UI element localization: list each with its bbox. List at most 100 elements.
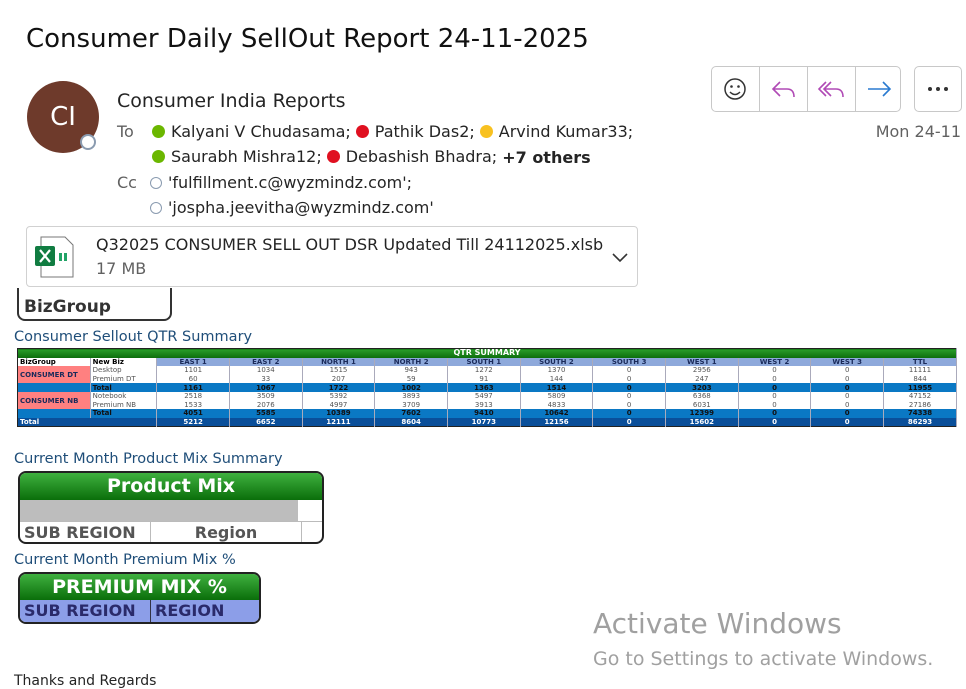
cell: 10642 xyxy=(520,409,594,418)
row-label: Notebook xyxy=(90,391,158,401)
row-label: Desktop xyxy=(90,366,158,375)
to-recipient[interactable]: Arvind Kumar33; xyxy=(479,122,633,141)
cell: 0 xyxy=(738,391,812,401)
cc-label: Cc xyxy=(117,173,137,192)
recipient-name: Saurabh Mishra12; xyxy=(171,147,322,166)
cell: 8604 xyxy=(374,417,448,427)
recipient-name: Kalyani V Chudasama; xyxy=(171,122,351,141)
cell: 91 xyxy=(447,374,521,384)
more-button[interactable] xyxy=(914,66,962,112)
cell: 3913 xyxy=(447,400,521,410)
presence xyxy=(326,150,340,163)
column-header: NORTH 1 xyxy=(302,357,376,367)
cell: 1370 xyxy=(520,366,594,375)
presence xyxy=(479,125,493,138)
to-recipient[interactable]: Saurabh Mishra12; xyxy=(152,147,322,166)
cell: 27186 xyxy=(883,400,957,410)
cc-address: 'jospha.jeevitha@wyzmindz.com' xyxy=(168,198,434,217)
icon xyxy=(817,81,844,98)
column-header: SOUTH 1 xyxy=(447,357,521,367)
attachment[interactable] xyxy=(26,226,638,287)
row-label: Total xyxy=(90,409,158,418)
cell: 1533 xyxy=(156,400,230,410)
forward-button[interactable] xyxy=(856,67,903,111)
cell: 0 xyxy=(738,374,812,384)
table-title: QTR SUMMARY xyxy=(17,348,957,358)
cell: 1363 xyxy=(447,383,521,392)
cell: 47152 xyxy=(883,391,957,401)
subject: Consumer Daily SellOut Report 24-11-2025 xyxy=(26,24,589,54)
cell: 943 xyxy=(374,366,448,375)
toolbar xyxy=(711,66,901,112)
presence xyxy=(152,150,165,163)
cell: 4051 xyxy=(156,409,230,418)
others-link[interactable]: +7 others xyxy=(502,148,591,167)
column-header: SUB REGION xyxy=(20,522,151,542)
to-recipient[interactable]: Pathik Das2; xyxy=(355,122,475,141)
cell: 0 xyxy=(810,417,885,427)
presence xyxy=(150,201,162,214)
cell: 59 xyxy=(374,374,448,384)
to-recipient[interactable]: Debashish Bhadra; xyxy=(326,147,498,166)
cell: 2956 xyxy=(665,366,739,375)
to-row: Saurabh Mishra12; Debashish Bhadra; +7 oth… xyxy=(152,147,591,167)
avatar[interactable]: CI xyxy=(27,81,99,153)
reply-button[interactable] xyxy=(760,67,808,111)
row-label: Total xyxy=(90,383,158,392)
product-mix-box: Product Mix SUB REGION Region xyxy=(18,471,324,544)
cell: 0 xyxy=(810,391,885,401)
column-header: REGION xyxy=(155,601,225,620)
cell: 0 xyxy=(592,374,666,384)
column-header: SOUTH 2 xyxy=(520,357,594,367)
cell: 3203 xyxy=(665,383,739,392)
data-row: Premium DT 60 33 207 59 91 144 0 247 0 0 844 xyxy=(18,374,957,384)
section-title: Current Month Product Mix Summary xyxy=(14,451,283,467)
attachment-size: 17 MB xyxy=(96,259,147,278)
cell: 5497 xyxy=(447,391,521,401)
title-row: QTR SUMMARY xyxy=(17,348,957,358)
box-title: PREMIUM MIX % xyxy=(20,574,259,600)
cell: 12156 xyxy=(520,417,594,427)
column-header: Region xyxy=(151,522,302,542)
cell: 1515 xyxy=(302,366,376,375)
cell: 3893 xyxy=(374,391,448,401)
header-row: SUB REGION REGION xyxy=(20,600,259,622)
cell: 0 xyxy=(810,400,885,410)
cell: 207 xyxy=(302,374,376,384)
cell: 0 xyxy=(738,366,812,375)
column-header: SOUTH 3 xyxy=(592,357,666,367)
column-header: TTL xyxy=(883,357,957,367)
data-row: Premium NB 1533 2076 4997 3709 3913 4833 0 6031 0… xyxy=(18,400,957,410)
attachment-name: Q32025 CONSUMER SELL OUT DSR Updated Til… xyxy=(96,235,604,254)
closing: Thanks and Regards xyxy=(14,673,157,689)
cell: 0 xyxy=(592,366,666,375)
box-title: Product Mix xyxy=(20,473,322,500)
cell: 0 xyxy=(810,374,885,384)
cell: 6652 xyxy=(229,417,303,427)
cc-recipient[interactable]: 'jospha.jeevitha@wyzmindz.com' xyxy=(150,198,434,217)
cell: 86293 xyxy=(883,417,957,427)
recipient-name: Debashish Bhadra; xyxy=(345,147,498,166)
cell: 0 xyxy=(738,417,812,427)
cell: 1514 xyxy=(520,383,594,392)
reply-all-button[interactable] xyxy=(808,67,856,111)
cc-recipient[interactable]: 'fulfillment.c@wyzmindz.com'; xyxy=(150,173,412,192)
to-recipient[interactable]: Kalyani V Chudasama; xyxy=(152,122,351,141)
cell: 844 xyxy=(883,374,957,384)
cell: 1161 xyxy=(156,383,230,392)
icon xyxy=(928,87,948,91)
cell: 12111 xyxy=(302,417,376,427)
section-title: Consumer Sellout QTR Summary xyxy=(14,329,253,345)
watermark-subtitle: Go to Settings to activate Windows. xyxy=(593,648,934,670)
column-header: EAST 1 xyxy=(156,357,230,367)
presence xyxy=(80,134,96,150)
sender[interactable]: Consumer India Reports xyxy=(117,90,346,112)
cell: 0 xyxy=(738,383,812,392)
expand-icon[interactable] xyxy=(610,247,630,267)
cell: 6368 xyxy=(665,391,739,401)
cell: 4833 xyxy=(520,400,594,410)
icon xyxy=(868,81,892,97)
cell: 0 xyxy=(810,366,885,375)
column-header: BizGroup xyxy=(17,357,91,367)
react-button[interactable] xyxy=(712,67,760,111)
